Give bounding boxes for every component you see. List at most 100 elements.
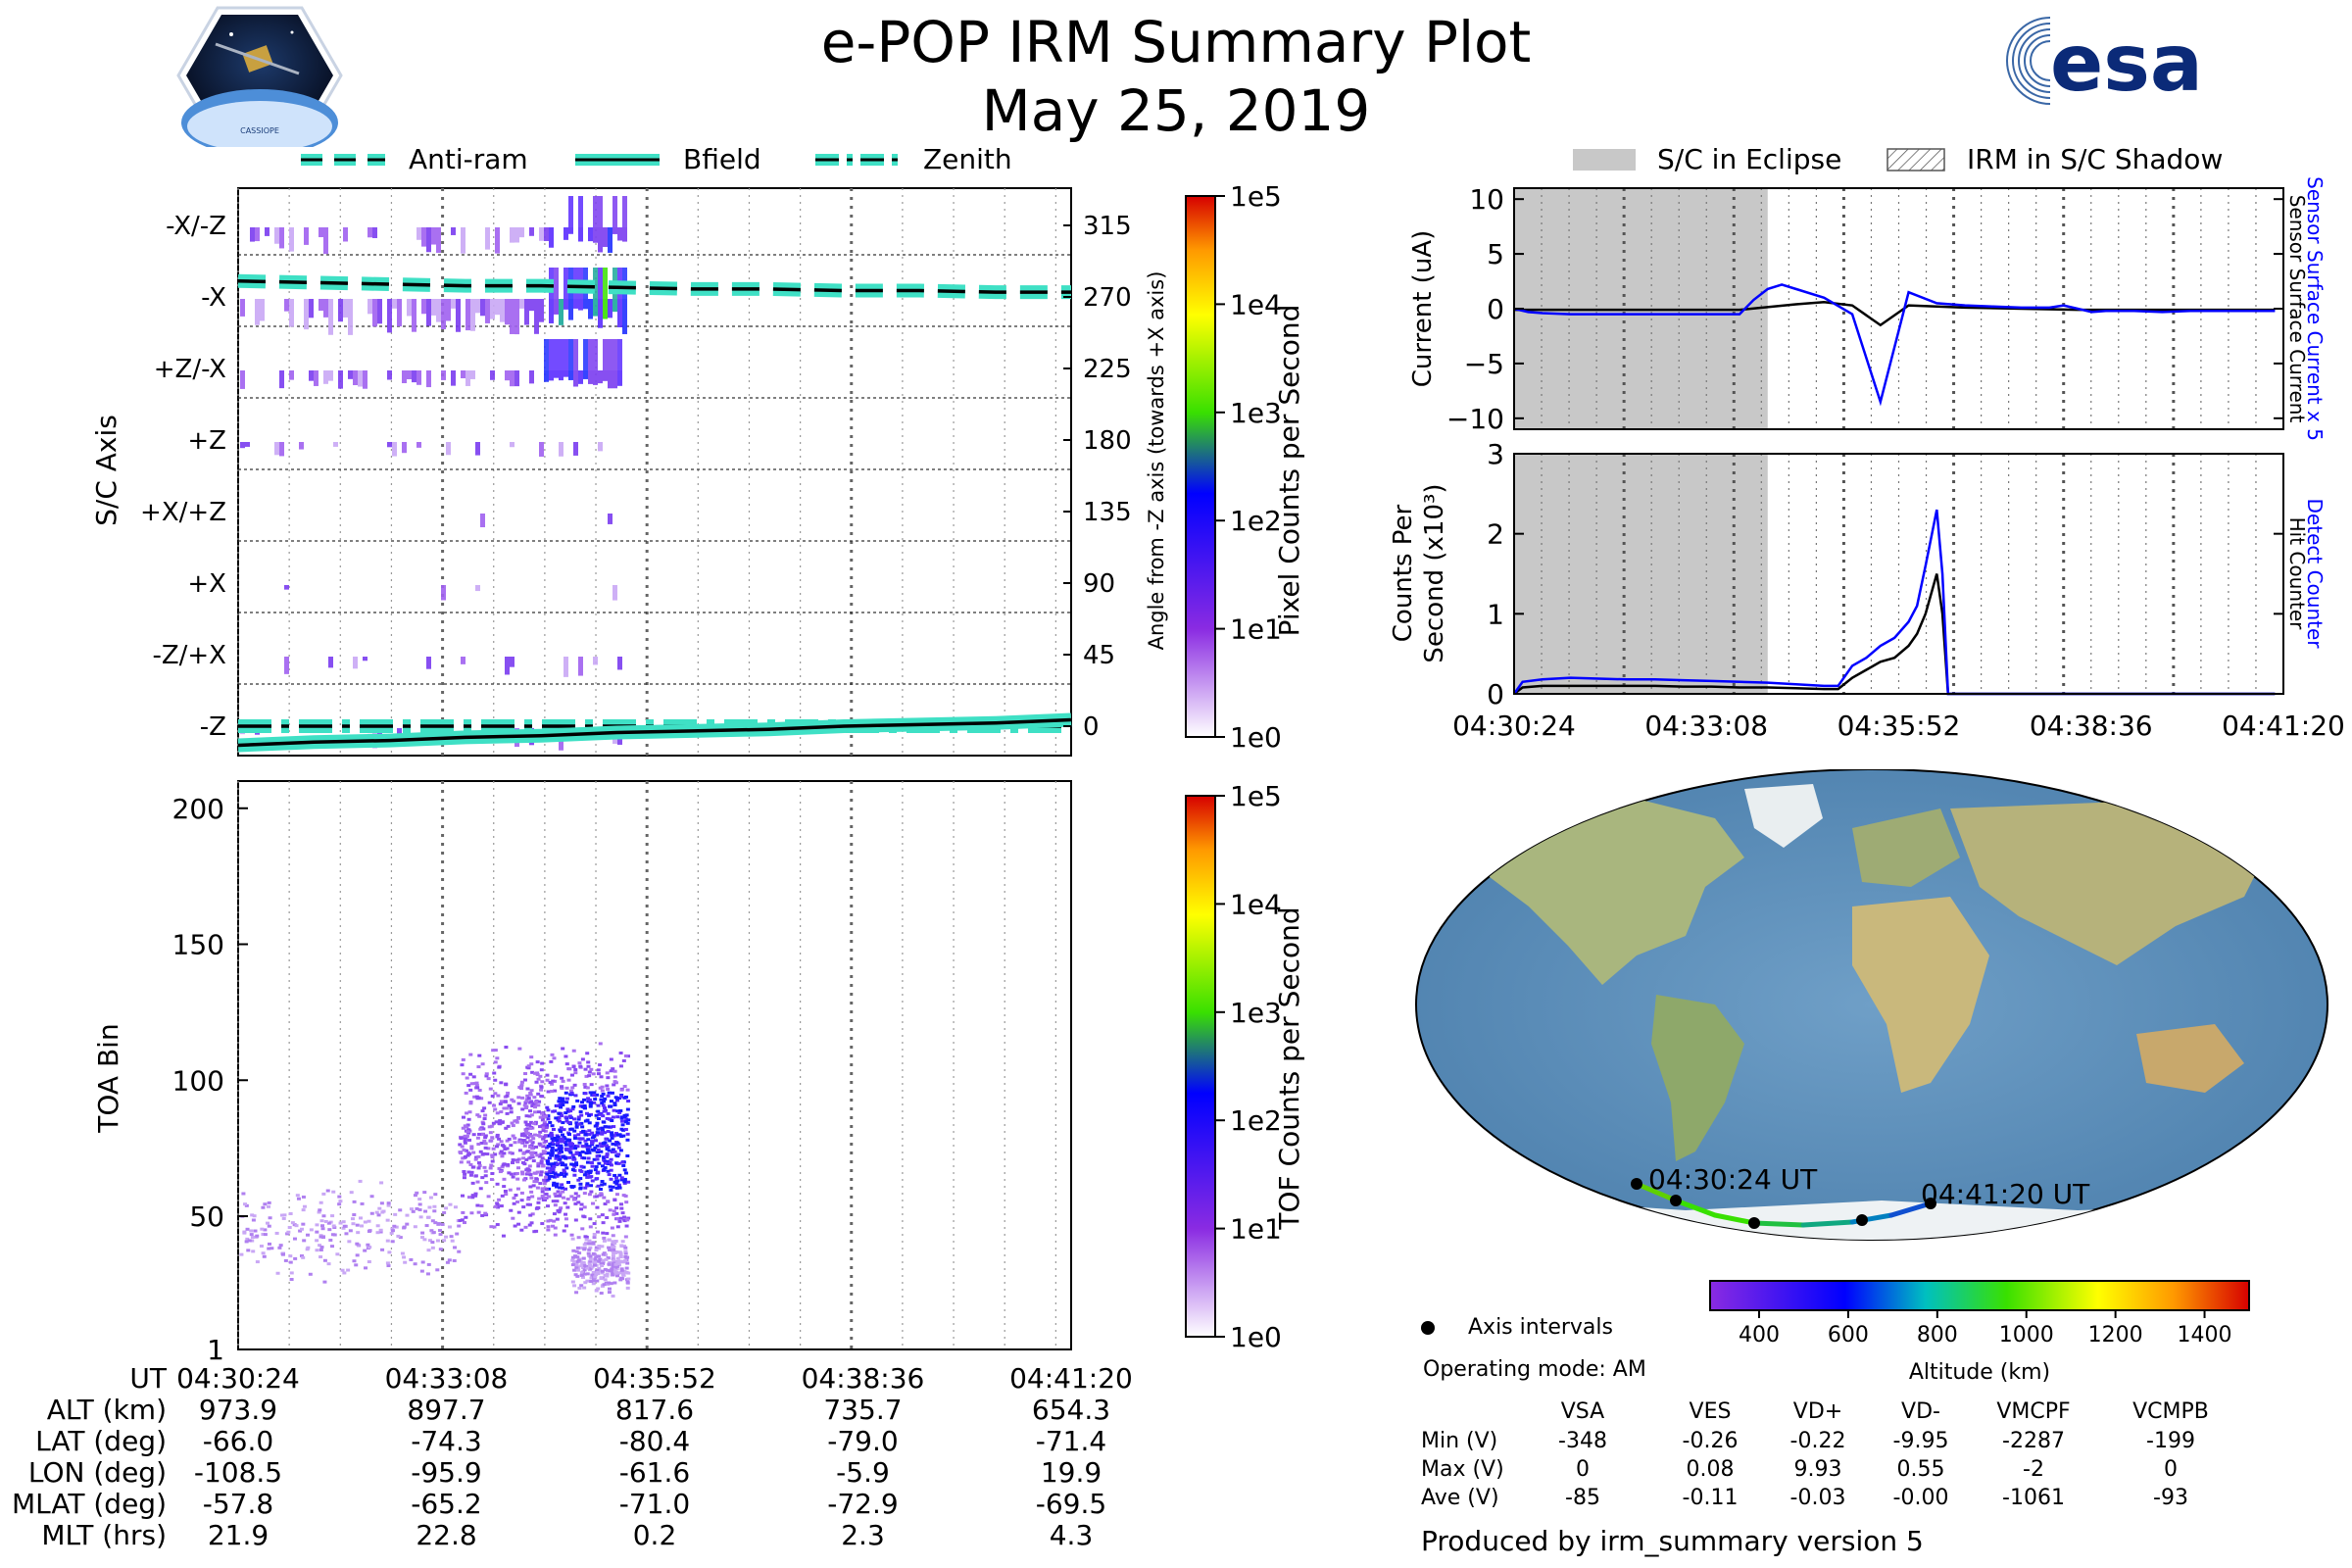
toa-point	[606, 1094, 611, 1098]
toa-point	[422, 1238, 427, 1242]
toa-point	[564, 1172, 568, 1176]
toa-point	[594, 1289, 599, 1293]
toa-point	[572, 1268, 577, 1272]
pixel-cell	[534, 299, 539, 334]
toa-point	[587, 1074, 592, 1078]
legend-eclipse-label: S/C in Eclipse	[1657, 143, 1842, 175]
pixel-cell	[274, 442, 279, 456]
toa-point	[615, 1115, 620, 1119]
pixel-cell	[564, 268, 568, 299]
toa-point	[596, 1068, 601, 1072]
toa-point	[424, 1224, 429, 1228]
toa-point	[593, 1275, 598, 1279]
toa-point	[622, 1215, 627, 1219]
toa-point	[614, 1176, 619, 1180]
toa-point	[476, 1161, 481, 1165]
toa-point	[613, 1271, 618, 1275]
toa-point	[500, 1165, 505, 1169]
toa-point	[621, 1194, 626, 1198]
toa-point	[581, 1256, 586, 1260]
toa-point	[610, 1131, 614, 1135]
toa-point	[364, 1266, 368, 1270]
toa-point	[559, 1105, 564, 1109]
time-table-cell: 04:41:20	[1009, 1362, 1133, 1395]
toa-point	[612, 1199, 617, 1202]
toa-point	[508, 1188, 513, 1192]
toa-point	[539, 1152, 544, 1156]
toa-point	[545, 1172, 550, 1176]
toa-point	[578, 1109, 583, 1113]
toa-point	[540, 1111, 545, 1115]
toa-point	[591, 1279, 596, 1283]
toa-point	[522, 1178, 527, 1182]
voltage-cell: 0	[2164, 1457, 2178, 1482]
toa-point	[583, 1067, 588, 1071]
pixel-y-tick-label: +X/+Z	[140, 498, 226, 527]
tof-colorbar-bar	[1185, 795, 1216, 1338]
toa-point	[493, 1092, 498, 1096]
toa-point	[612, 1268, 617, 1272]
toa-point	[552, 1212, 557, 1216]
pixel-cell	[412, 299, 416, 332]
toa-point	[532, 1110, 537, 1114]
toa-point	[531, 1184, 536, 1188]
toa-point	[476, 1166, 481, 1170]
voltage-cell: -348	[1558, 1429, 1607, 1453]
toa-point	[486, 1195, 491, 1199]
toa-point	[622, 1096, 627, 1100]
pixel-cell	[387, 370, 392, 380]
toa-point	[605, 1084, 610, 1088]
altitude-ticks: 400 600 800 1000 1200 1400	[1739, 1310, 2232, 1348]
toa-point	[620, 1272, 625, 1276]
pixel-cell	[608, 370, 612, 389]
toa-point	[470, 1194, 475, 1198]
toa-point	[503, 1147, 508, 1151]
toa-point	[387, 1250, 392, 1254]
pixel-cell	[377, 299, 382, 324]
toa-point	[593, 1124, 598, 1128]
colorbar-tick-label: 1e4	[1230, 288, 1282, 320]
toa-point	[587, 1193, 592, 1197]
toa-point	[496, 1205, 501, 1209]
toa-point	[583, 1133, 588, 1137]
pixel-cell	[387, 442, 392, 448]
toa-point	[352, 1200, 357, 1203]
toa-point	[600, 1284, 605, 1288]
toa-point	[557, 1173, 562, 1177]
toa-point	[566, 1148, 571, 1152]
toa-point	[514, 1119, 519, 1123]
toa-point	[619, 1116, 624, 1120]
toa-point	[596, 1170, 601, 1174]
pixel-cell	[549, 299, 554, 323]
pixel-cell	[510, 442, 514, 448]
pixel-cell	[284, 585, 289, 590]
toa-point	[502, 1185, 507, 1189]
toa-point	[539, 1161, 544, 1165]
toa-point	[538, 1074, 543, 1078]
toa-point	[497, 1166, 502, 1170]
toa-point	[346, 1268, 351, 1272]
toa-point	[338, 1221, 343, 1225]
toa-point	[526, 1097, 531, 1101]
cur-y-tick-label: 5	[1487, 238, 1504, 270]
voltage-cell: -0.22	[1789, 1429, 1846, 1453]
pixel-cell	[573, 299, 578, 309]
toa-point	[529, 1144, 534, 1148]
toa-point	[610, 1133, 614, 1137]
toa-point	[478, 1127, 483, 1131]
toa-point	[482, 1152, 487, 1155]
toa-point	[251, 1250, 256, 1253]
toa-point	[564, 1111, 568, 1115]
toa-point	[478, 1150, 483, 1153]
toa-point	[595, 1230, 600, 1234]
toa-point	[495, 1133, 500, 1137]
toa-point	[488, 1166, 493, 1170]
pixel-grid	[237, 188, 1071, 756]
toa-point	[572, 1284, 577, 1288]
toa-point	[602, 1236, 607, 1240]
axis-interval-dot	[1925, 1198, 1936, 1209]
pixel-cell	[343, 227, 348, 242]
toa-point	[558, 1128, 563, 1132]
toa-point	[620, 1123, 625, 1127]
toa-point	[466, 1130, 470, 1134]
